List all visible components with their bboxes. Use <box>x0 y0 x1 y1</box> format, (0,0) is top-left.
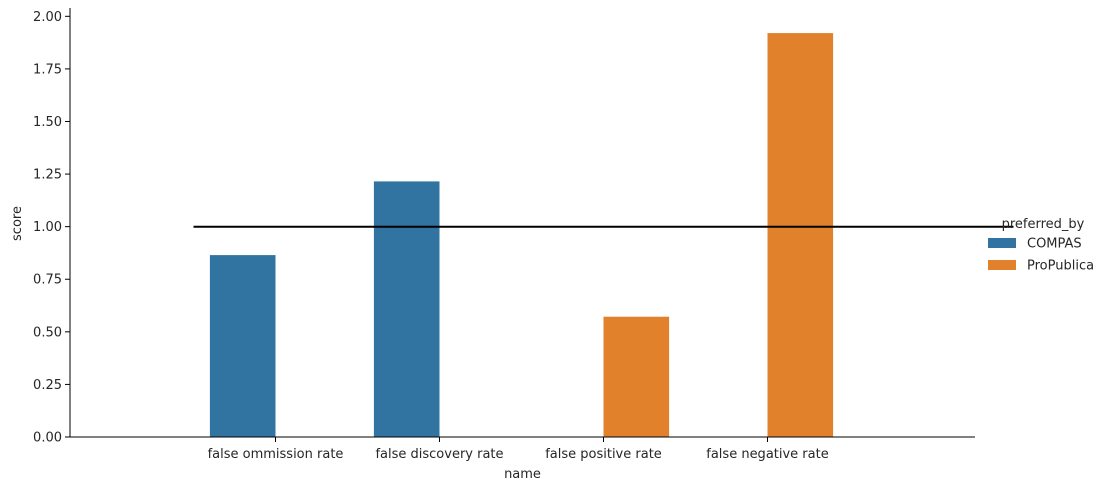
y-tick-label: 0.25 <box>33 378 62 393</box>
legend-title: preferred_by <box>1002 217 1085 232</box>
bar-propublica-3 <box>767 33 834 437</box>
y-tick-label: 1.25 <box>33 168 62 183</box>
y-tick-label: 1.75 <box>33 62 62 77</box>
y-axis-title: score <box>10 206 25 241</box>
x-tick-label: false positive rate <box>545 447 662 462</box>
y-tick-label: 0.75 <box>33 273 62 288</box>
x-tick-label: false ommission rate <box>208 447 344 462</box>
y-tick-label: 2.00 <box>33 10 62 25</box>
y-tick-label: 0.50 <box>33 325 62 340</box>
bars-group <box>209 33 834 437</box>
bar-compas-1 <box>373 181 440 437</box>
y-tick-label: 1.00 <box>33 220 62 235</box>
bar-compas-0 <box>209 255 276 437</box>
legend-label-propublica: ProPublica <box>1027 259 1094 274</box>
x-tick-label: false negative rate <box>706 447 828 462</box>
x-axis-title: name <box>504 467 541 482</box>
bar-propublica-2 <box>603 316 670 437</box>
x-tick-label: false discovery rate <box>375 447 503 462</box>
y-tick-label: 1.50 <box>33 115 62 130</box>
legend-label-compas: COMPAS <box>1027 237 1082 252</box>
y-tick-label: 0.00 <box>33 431 62 446</box>
axes-group: 0.00 0.25 0.50 0.75 1.00 1.25 1.50 1.75 2.00 fals… <box>10 8 975 482</box>
legend-swatch-propublica <box>988 260 1016 270</box>
legend-swatch-compas <box>988 238 1016 248</box>
legend: preferred_by COMPAS ProPublica <box>988 217 1094 274</box>
